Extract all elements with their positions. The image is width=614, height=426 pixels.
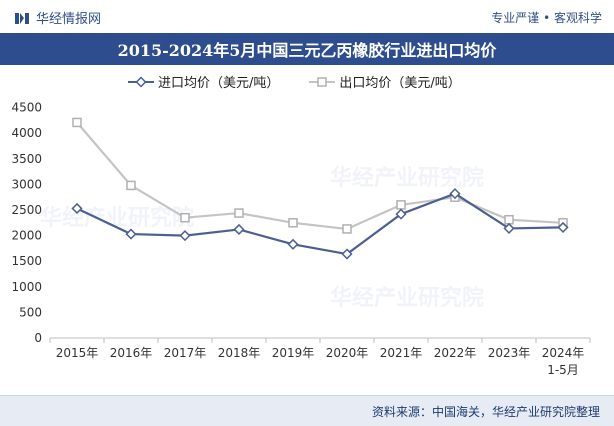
series-line-import [76, 192, 564, 256]
brand-logo-icon [15, 12, 29, 24]
legend-swatch-export [309, 76, 336, 87]
y-tick-label: 3500 [11, 152, 42, 166]
x-tick-label: 2015年 [56, 346, 99, 360]
x-tick-label: 2016年 [110, 346, 153, 360]
data-point-export [504, 214, 514, 225]
data-point-import [71, 202, 83, 215]
data-point-import [179, 230, 191, 242]
data-point-import [557, 221, 569, 233]
data-point-export [234, 208, 244, 218]
y-tick-label: 1000 [11, 280, 42, 294]
data-point-export [180, 212, 190, 223]
brand: 华经情报网 [14, 8, 101, 27]
legend-item-import: 进口均价（美元/吨） [128, 72, 279, 91]
legend-item-export: 出口均价（美元/吨） [309, 72, 461, 91]
series-line-export [76, 121, 564, 231]
x-tick-label: 2019年 [272, 346, 315, 360]
y-tick-label: 3000 [11, 177, 42, 191]
line-chart: 0 500 1000 1500 2000 2500 3000 3500 4000 4500 2015… [11, 101, 591, 377]
data-point-export [126, 180, 136, 191]
y-tick-label: 0 [34, 331, 42, 345]
data-point-import [449, 188, 461, 200]
data-point-import [341, 248, 353, 260]
data-point-export [288, 218, 298, 228]
x-tick-label: 2022年 [434, 346, 477, 360]
brand-name: 华经情报网 [36, 12, 102, 27]
legend: 进口均价（美元/吨） 出口均价（美元/吨） [128, 72, 461, 91]
data-point-export [342, 224, 352, 234]
y-tick-label: 1500 [11, 254, 42, 268]
x-tick-label: 2021年 [380, 346, 423, 360]
x-tick-label: 2024年 [542, 346, 585, 360]
y-tick-label: 2000 [11, 229, 42, 243]
x-tick-label: 2018年 [218, 346, 261, 360]
data-point-import [125, 228, 137, 240]
tagline: 专业严谨 • 客观科学 [491, 11, 602, 25]
legend-label-import: 进口均价（美元/吨） [158, 76, 280, 91]
x-tick-label: 2023年 [488, 346, 531, 360]
data-point-import [233, 223, 245, 236]
x-tick-label: 1-5月 [547, 363, 579, 377]
legend-swatch-import [128, 75, 154, 88]
data-point-export [72, 117, 82, 128]
data-point-import [503, 222, 515, 234]
data-point-export [396, 200, 406, 210]
chart-title: 2015-2024年5月中国三元乙丙橡胶行业进出口均价 [0, 33, 614, 65]
top-bar: 华经情报网 专业严谨 • 客观科学 [0, 0, 614, 33]
x-tick-label: 2020年 [326, 346, 369, 360]
y-tick-label: 2500 [11, 203, 42, 217]
y-tick-label: 4000 [11, 126, 42, 140]
data-point-import [287, 238, 299, 250]
data-point-import [395, 208, 407, 220]
legend-label-export: 出口均价（美元/吨） [339, 76, 461, 91]
y-tick-label: 500 [19, 305, 42, 319]
y-tick-label: 4500 [11, 101, 42, 115]
x-tick-label: 2017年 [164, 346, 207, 360]
source-note: 资料来源：中国海关，华经产业研究院整理 [0, 395, 614, 426]
